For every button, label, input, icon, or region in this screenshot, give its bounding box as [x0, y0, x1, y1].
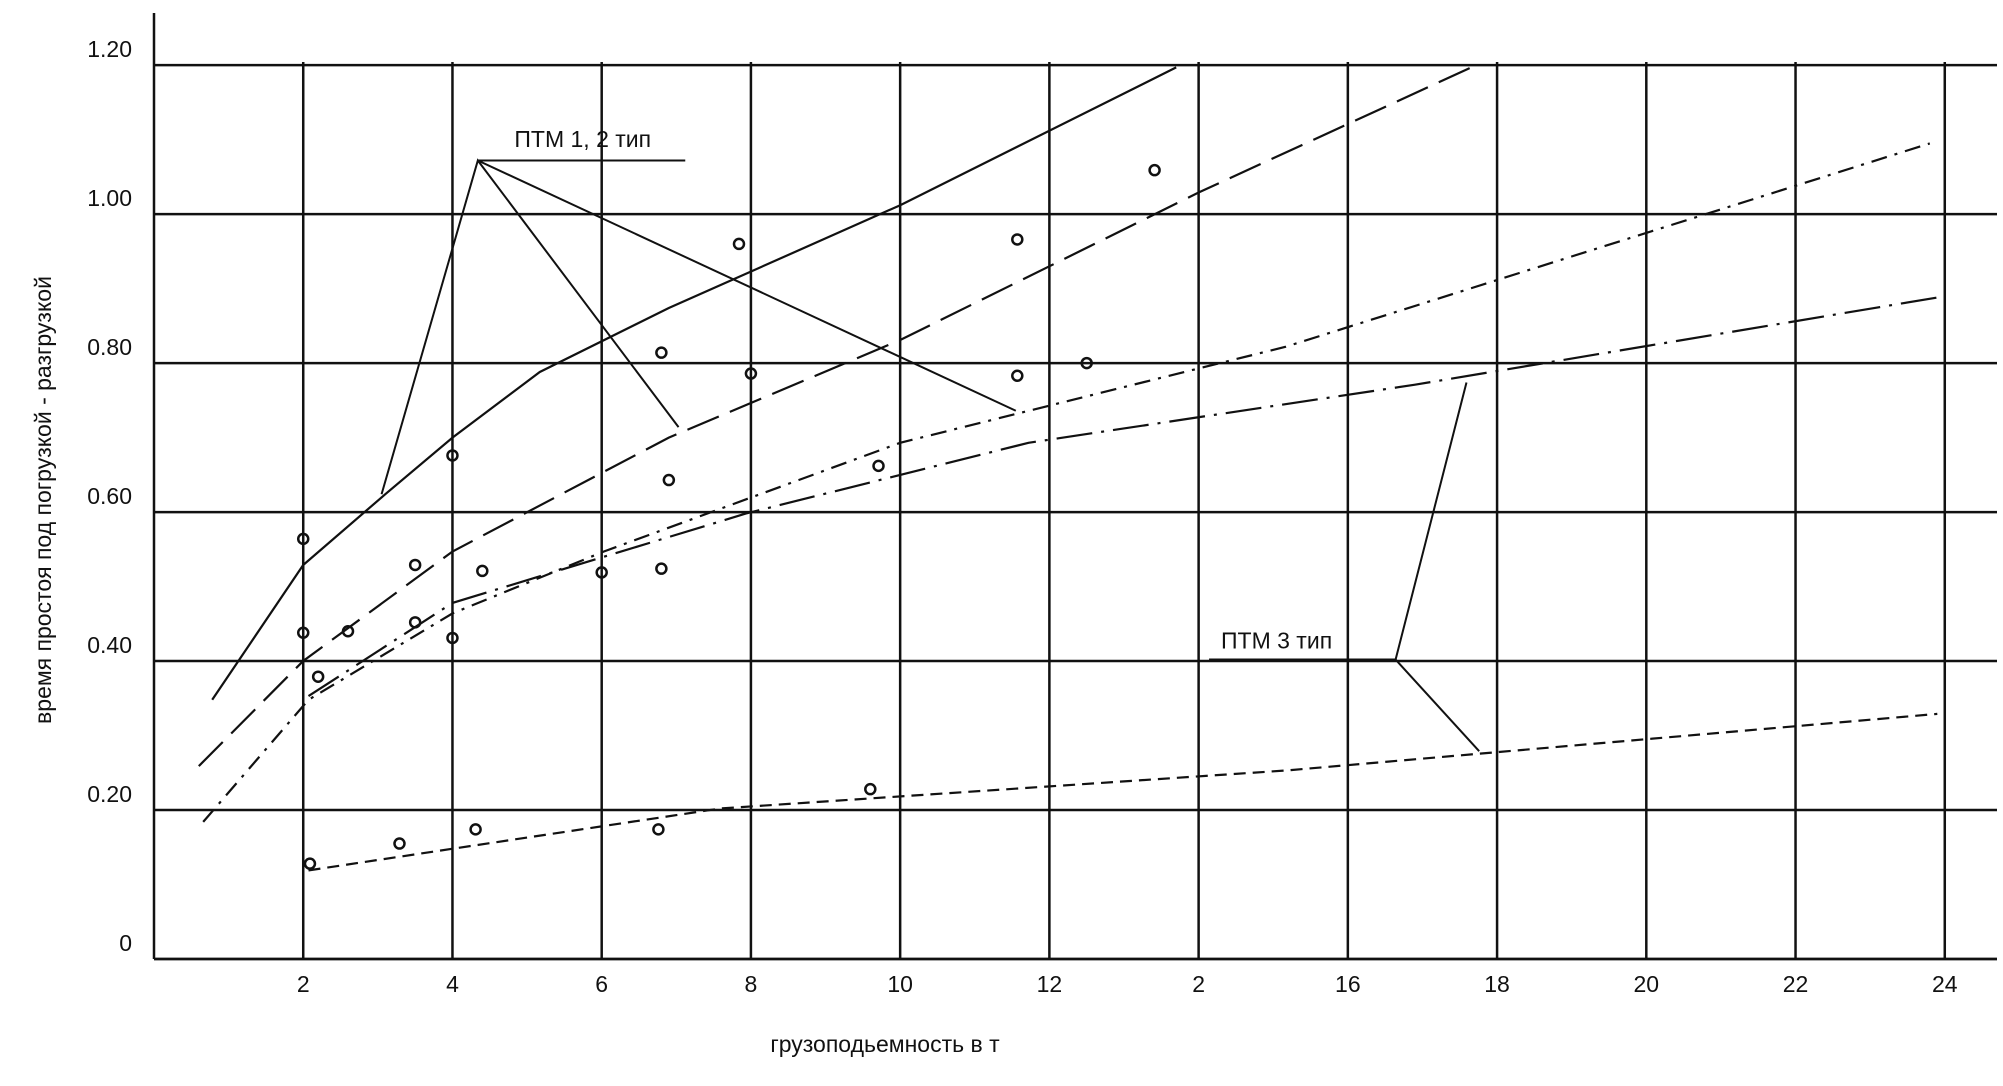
data-point — [662, 473, 676, 487]
data-point — [655, 346, 668, 359]
data-point — [311, 670, 325, 683]
x-tick-label: 12 — [1037, 971, 1063, 997]
x-tick-label: 4 — [446, 971, 459, 997]
data-point — [446, 449, 459, 462]
y-tick-label: 0 — [119, 930, 132, 956]
y-tick-label: 0.20 — [87, 781, 132, 807]
data-point — [732, 237, 746, 251]
x-tick-label: 6 — [595, 971, 608, 997]
x-axis-label: грузоподьемность в т — [770, 1031, 1000, 1057]
data-point — [652, 823, 665, 836]
data-point — [1011, 369, 1024, 383]
data-point — [296, 626, 310, 639]
y-tick-label: 1.20 — [87, 36, 132, 62]
data-point — [296, 532, 310, 546]
y-tick-label: 0.60 — [87, 483, 132, 509]
data-point — [393, 837, 406, 850]
data-point — [1011, 233, 1024, 246]
x-tick-label: 2 — [297, 971, 310, 997]
x-tick-label: 22 — [1783, 971, 1809, 997]
annotation: ПТМ 3 тип — [1221, 628, 1332, 654]
data-point — [595, 566, 608, 579]
data-point — [872, 459, 885, 473]
y-tick-label: 1.00 — [87, 185, 132, 211]
x-tick-label: 24 — [1932, 971, 1958, 997]
data-point — [476, 564, 489, 578]
data-point — [1080, 356, 1093, 370]
data-point — [469, 823, 482, 836]
x-tick-label: 2 — [1192, 971, 1205, 997]
leader-line — [380, 158, 680, 495]
leader-line — [1209, 382, 1468, 661]
data-point — [1148, 163, 1161, 177]
data-point — [655, 562, 668, 575]
data-point — [864, 782, 877, 796]
curve — [202, 142, 1931, 823]
y-axis-label: время простоя под погрузкой - разгрузкой — [30, 276, 56, 724]
data-point — [408, 558, 422, 572]
curve — [307, 296, 1938, 698]
data-point — [446, 631, 459, 645]
leader-line — [477, 159, 1017, 412]
curve — [308, 712, 1938, 872]
annotation: ПТМ 1, 2 тип — [514, 126, 651, 152]
curve — [198, 62, 1480, 767]
x-tick-label: 16 — [1335, 971, 1361, 997]
leader-line — [1394, 658, 1480, 752]
x-tick-label: 8 — [745, 971, 758, 997]
y-tick-label: 0.80 — [87, 334, 132, 360]
x-tick-label: 18 — [1484, 971, 1510, 997]
y-tick-label: 0.40 — [87, 632, 132, 658]
x-tick-label: 10 — [887, 971, 913, 997]
data-point — [303, 857, 317, 870]
curve — [211, 66, 1177, 701]
x-tick-label: 20 — [1634, 971, 1660, 997]
data-point — [744, 367, 758, 380]
